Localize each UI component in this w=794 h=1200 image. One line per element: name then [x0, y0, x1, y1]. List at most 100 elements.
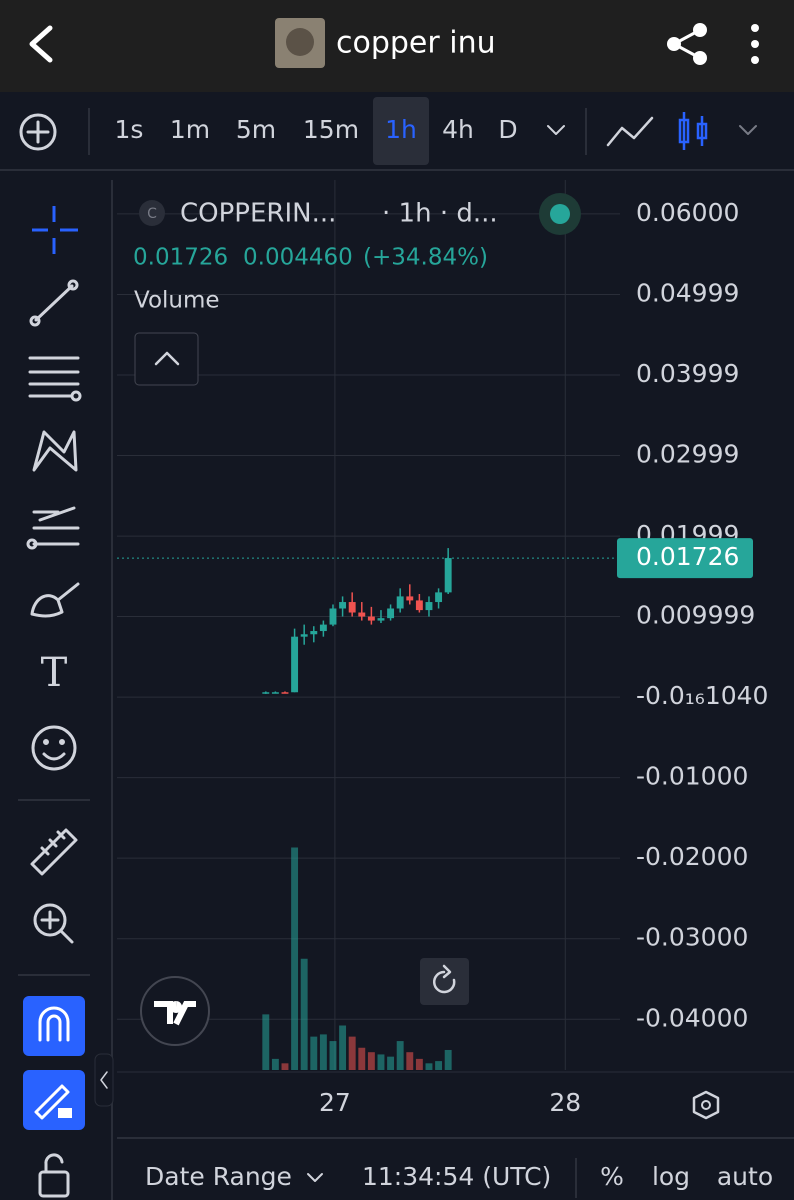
candle-body [387, 608, 395, 619]
reset-button[interactable] [420, 958, 469, 1005]
scale-option[interactable]: auto [717, 1162, 773, 1191]
candle-chart-button[interactable] [678, 112, 708, 150]
volume-bar [377, 1054, 385, 1070]
volume-bar [339, 1025, 347, 1070]
y-tick-label: 0.04999 [636, 278, 739, 307]
volume-bar [367, 1052, 375, 1070]
candle-body [262, 692, 270, 694]
volume-bar [435, 1061, 443, 1070]
chart-type-dropdown[interactable] [739, 125, 757, 135]
active-interval-bg [373, 97, 429, 165]
candle-body [291, 636, 299, 693]
zoom-tool[interactable] [33, 903, 74, 944]
candle-body [415, 600, 423, 611]
pencil-icon [34, 1084, 70, 1120]
y-tick-label: -0.03000 [636, 923, 748, 952]
magnet-icon [38, 1006, 70, 1042]
tv-logo-mark [154, 1001, 196, 1026]
header-title: copper inu [336, 26, 496, 61]
settings-button[interactable] [692, 1090, 720, 1120]
interval-button[interactable]: D [498, 115, 517, 144]
y-tick-label: 0.009999 [636, 601, 755, 630]
collapse-icon [100, 1071, 108, 1089]
candle-body [358, 612, 366, 617]
share-button[interactable] [667, 23, 707, 65]
y-tick-label: -0.02000 [636, 842, 748, 871]
candle-body [425, 602, 433, 611]
trend-line-tool[interactable] [29, 279, 79, 327]
text-tool[interactable]: T [41, 650, 68, 696]
candle-body [435, 592, 443, 603]
candle-body [300, 634, 308, 637]
x-tick-label: 27 [319, 1088, 351, 1117]
interval-button[interactable]: 1s [115, 115, 144, 144]
collapse-handle[interactable] [94, 1053, 114, 1107]
unlock-tool[interactable] [38, 1153, 70, 1198]
interval-group: 1s 1m 5m 15m 1h 4h D [115, 97, 518, 165]
last-price-badge [617, 538, 753, 579]
reset-icon [432, 964, 456, 994]
y-tick-label: -0.01000 [636, 762, 748, 791]
interval-dropdown[interactable] [547, 125, 565, 135]
candle-body [444, 558, 452, 593]
y-tick-label: 0.02999 [636, 440, 739, 469]
volume-bar [291, 847, 299, 1070]
date-range-dropdown[interactable] [307, 1173, 323, 1182]
interval-button[interactable]: 1m [170, 115, 210, 144]
legend-price: 0.01726 [133, 245, 228, 271]
projection-tool[interactable] [26, 506, 80, 550]
candle-body [329, 608, 337, 625]
date-range-button[interactable]: Date Range [145, 1162, 292, 1191]
y-tick-label: 0.03999 [636, 359, 739, 388]
candle-body [406, 596, 414, 601]
volume-bar [281, 1063, 289, 1070]
volume-label: Volume [134, 288, 220, 314]
menu-button[interactable] [751, 24, 759, 64]
volume-bar [425, 1063, 433, 1070]
volume-bar [348, 1036, 356, 1070]
crosshair-tool[interactable] [32, 206, 78, 254]
scale-option[interactable]: log [652, 1162, 690, 1191]
brush-tool[interactable] [30, 582, 80, 618]
volume-bar [396, 1041, 404, 1070]
y-tick-label: -0.04000 [636, 1003, 748, 1032]
candle-body [319, 624, 327, 632]
ruler-tool[interactable] [30, 828, 78, 876]
pattern-tool[interactable] [32, 430, 78, 472]
volume-bar [300, 958, 308, 1070]
status-dot [550, 204, 570, 224]
collapse-legend-button[interactable] [134, 332, 199, 386]
candle-body [339, 602, 347, 609]
interval-button[interactable]: 15m [303, 115, 359, 144]
volume-bar [387, 1056, 395, 1070]
emoji-tool[interactable] [31, 725, 77, 771]
lock-drawing-tool[interactable] [23, 1070, 85, 1130]
symbol-name: COPPERIN... [180, 199, 336, 229]
magnet-tool[interactable] [23, 996, 85, 1056]
interval-button[interactable]: 4h [442, 115, 474, 144]
symbol-icon-letter: C [147, 206, 157, 222]
volume-bar [310, 1036, 318, 1070]
lock-icon [58, 1108, 72, 1118]
fib-tool[interactable] [28, 356, 82, 402]
collapse-legend-icon [154, 351, 180, 366]
candle-body [271, 692, 279, 694]
back-button[interactable] [29, 25, 53, 63]
scale-option[interactable]: % [600, 1162, 624, 1191]
clock: 11:34:54 (UTC) [362, 1162, 551, 1191]
candle-body [396, 596, 404, 609]
candle-body [348, 602, 356, 613]
add-button[interactable] [19, 113, 57, 151]
volume-bar [262, 1014, 270, 1070]
volume-bar [415, 1058, 423, 1070]
interval-button[interactable]: 1h [385, 115, 417, 144]
legend-change-pct: (+34.84%) [363, 245, 488, 271]
symbol-icon [139, 200, 165, 226]
candle-body [310, 631, 318, 635]
line-chart-button[interactable] [606, 116, 654, 147]
x-tick-label: 28 [549, 1088, 581, 1117]
plot-area: 0.060000.049990.039990.029990.019990.009… [117, 180, 768, 1117]
candle-body [377, 618, 385, 621]
interval-button[interactable]: 5m [236, 115, 276, 144]
